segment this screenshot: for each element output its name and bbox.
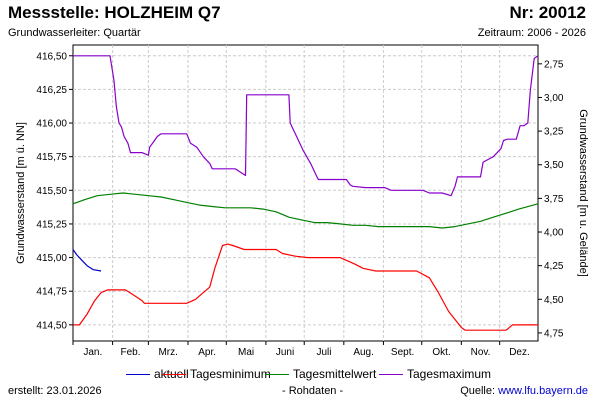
series-group [72,55,539,331]
y-axis-left: 414,50 414,75 415,00 415,25 415,50 415,75 416,… [36,51,73,331]
series-line-tagesminimum [73,243,538,331]
series-line-tagesmittelwert [72,192,539,229]
x-tick-label: Juli [317,347,332,358]
y-tick-label: 415,50 [36,186,67,197]
footer-raw-note: - Rohdaten - [282,385,344,397]
source-link[interactable]: www.lfu.bayern.de [498,385,588,397]
series-line-aktuell [72,249,102,272]
y-tick-label: 416,25 [36,85,67,96]
legend-label-tagesminimum: Tagesminimum [190,367,271,381]
y-axis-right: 2,75 3,00 3,25 3,50 3,75 4,00 4,25 4,50 4,75 [538,59,564,339]
legend-swatch-tagesmittelwert [265,373,289,375]
x-tick-label: Sept. [391,347,414,358]
y2-tick-label: 4,75 [544,328,564,339]
aquifer-label: Grundwasserleiter: Quartär [8,27,141,39]
x-tick-label: Okt. [432,347,450,358]
legend-item-tagesminimum: Tagesminimum [162,367,271,381]
y-tick-label: 416,50 [36,51,67,62]
y-tick-label: 414,75 [36,287,67,298]
created-label: erstellt: [8,385,44,397]
legend-item-tagesmaximum: Tagesmaximum [379,367,491,381]
created-date: 23.01.2026 [46,385,102,397]
y2-tick-label: 3,00 [544,93,564,104]
y2-tick-label: 4,00 [544,228,564,239]
x-tick-label: Dez. [509,347,530,358]
y-tick-label: 415,25 [36,219,67,230]
y-axis-title-left: Grundwasserstand [m ü. NN] [15,122,27,264]
y2-tick-label: 4,50 [544,295,564,306]
x-tick-label: Feb. [120,347,140,358]
legend-label-tagesmaximum: Tagesmaximum [407,367,492,381]
x-tick-label: Jan. [83,347,102,358]
legend-item-tagesmittelwert: Tagesmittelwert [265,367,376,381]
y2-tick-label: 3,75 [544,194,564,205]
footer-created: erstellt: 23.01.2026 [8,385,102,397]
legend-swatch-tagesminimum [162,373,186,375]
y-tick-label: 414,50 [36,320,67,331]
legend: aktuell Tagesminimum Tagesmittelwert Tag… [0,367,600,381]
source-label: Quelle: [460,385,496,397]
x-tick-label: Nov. [471,347,491,358]
legend-swatch-aktuell [126,373,150,375]
y-tick-label: 416,00 [36,119,67,130]
y2-tick-label: 3,25 [544,127,564,138]
x-tick-label: Apr. [198,347,216,358]
y-tick-label: 415,00 [36,253,67,264]
y-tick-label: 415,75 [36,152,67,163]
footer-source: Quelle: www.lfu.bayern.de [460,385,588,397]
page-title: Messstelle: HOLZHEIM Q7 [8,3,221,22]
period-label: Zeitraum: 2006 - 2026 [477,27,586,39]
y2-tick-label: 2,75 [544,59,564,70]
legend-label-tagesmittelwert: Tagesmittelwert [293,367,377,381]
y2-tick-label: 4,25 [544,261,564,272]
x-tick-label: Mai [238,347,254,358]
x-axis: Jan. Feb. Mrz. Apr. Mai Juni Juli Aug. Sept. Okt.… [72,341,530,358]
series-line-tagesmaximum [73,55,539,197]
legend-swatch-tagesmaximum [379,373,403,375]
x-tick-label: Mrz. [158,347,177,358]
y-axis-title-right: Grundwasserstand [m u. Gelände] [577,109,589,277]
y2-tick-label: 3,50 [544,160,564,171]
station-number: Nr: 20012 [509,3,586,22]
x-tick-label: Aug. [353,347,374,358]
x-tick-label: Juni [276,347,294,358]
